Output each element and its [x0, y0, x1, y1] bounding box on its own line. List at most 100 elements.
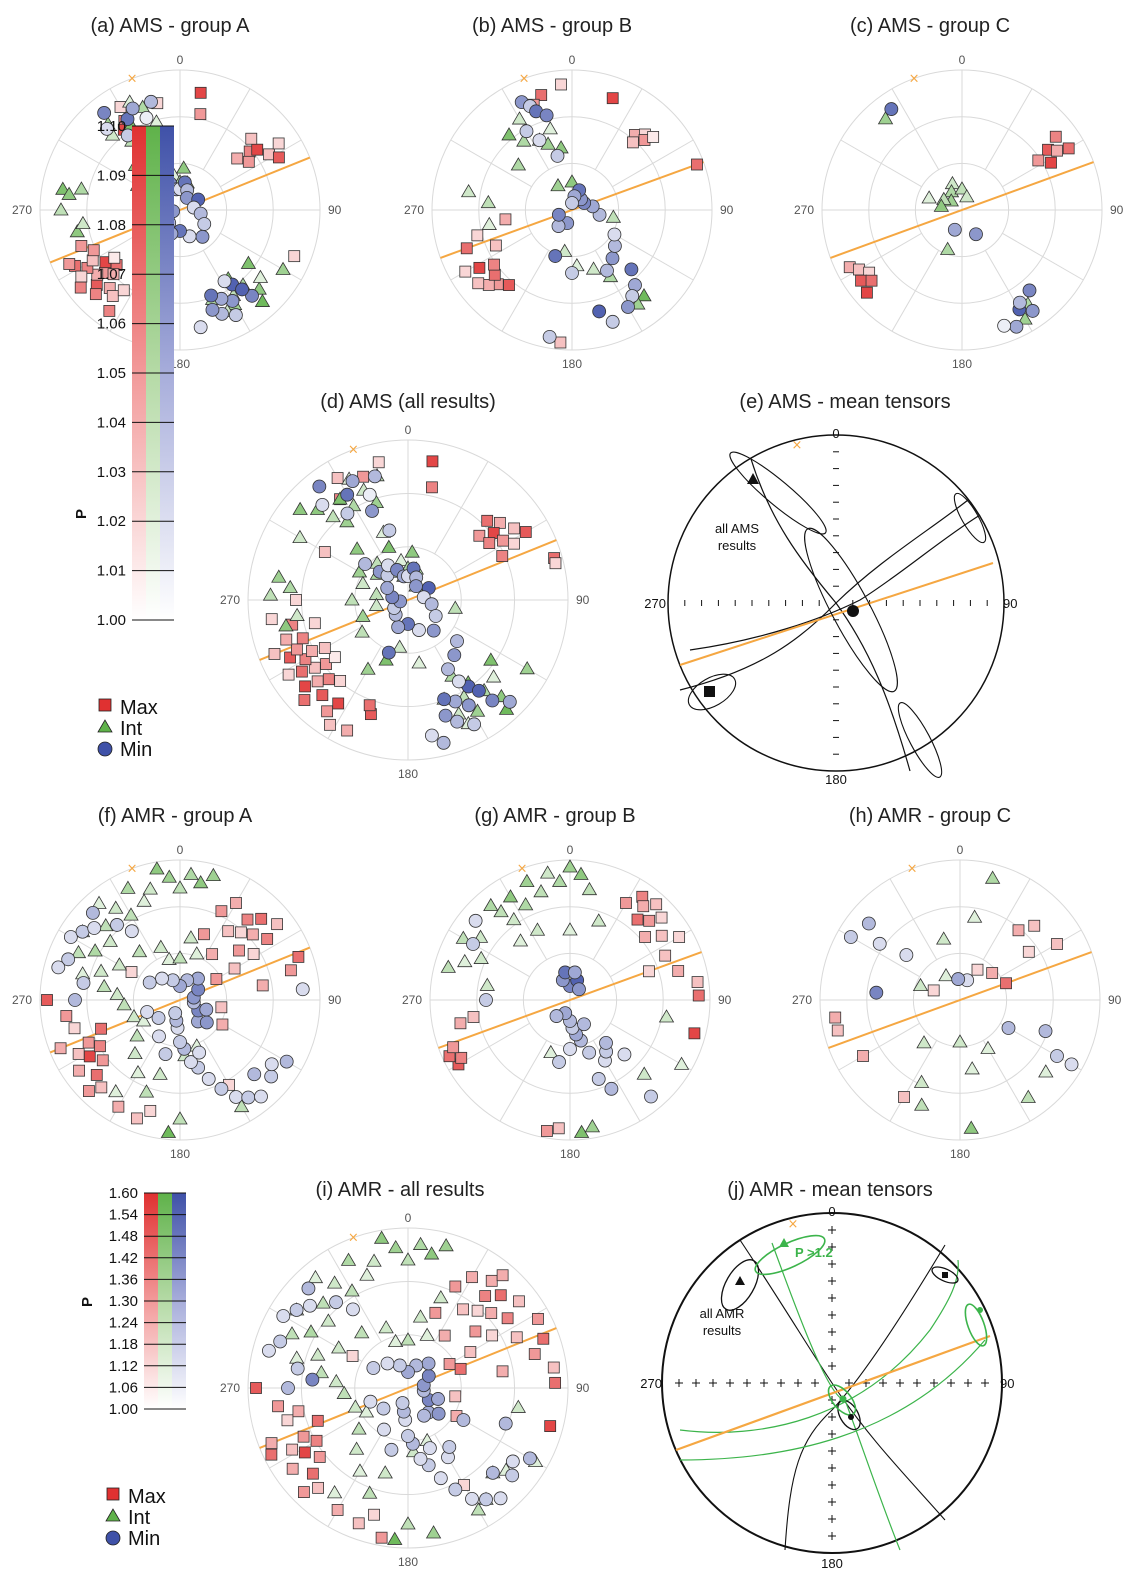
panel-h-int-point: [964, 1061, 980, 1075]
panel-h-reference-line: [828, 951, 1092, 1049]
panel-f-min-point: [76, 976, 91, 990]
panel-a-int-point: [275, 261, 291, 275]
panel-d-max-point: [372, 456, 385, 469]
panel-j-cross-marker: ×: [788, 1217, 799, 1232]
panel-i-max-point: [466, 1271, 478, 1284]
panel-i-min-point: [401, 1429, 415, 1443]
panel-b-min-point: [565, 266, 579, 280]
panel-g-max-point: [552, 1122, 565, 1135]
panel-i-int-point: [510, 1399, 526, 1413]
panel-i-min-point: [431, 1406, 446, 1421]
panel-b-int-point: [542, 121, 558, 135]
panel-f-int-point: [233, 1098, 250, 1113]
panel-b-min-point: [519, 124, 534, 139]
panel-j-tick-180: 180: [821, 1556, 843, 1571]
panel-i-int-point: [425, 1525, 442, 1539]
panel-a-min-point: [193, 320, 208, 335]
panel-i-max-point: [346, 1350, 359, 1362]
panel-d-int-point: [354, 624, 370, 638]
panel-g-int-point: [529, 922, 546, 936]
panel-i-min-point: [281, 1381, 295, 1395]
panel-i-max-point: [298, 1446, 311, 1459]
panel-g-max-point: [639, 931, 651, 943]
panel-c-max-point: [1045, 156, 1057, 169]
panel-i-max-point: [272, 1400, 284, 1413]
panel-d-max-point: [426, 455, 439, 468]
panel-f-max-point: [83, 1085, 95, 1097]
panel-i-int-point: [307, 1269, 324, 1284]
panel-b-max-point: [606, 92, 619, 105]
panel-b-max-point: [554, 336, 567, 349]
panel-f-max-point: [82, 1036, 95, 1049]
legend-ams-min-marker: [97, 741, 113, 757]
panel-b-min-point: [607, 227, 622, 242]
panel-g-int-point: [562, 859, 578, 873]
panel-c-grid-spoke-120: [1002, 232, 1084, 281]
panel-f-int-point: [183, 866, 199, 880]
panel-i-int-point: [326, 1485, 343, 1499]
panel-f-min-point: [155, 971, 169, 986]
panel-j-title: (j) AMR - mean tensors: [727, 1179, 933, 1201]
panel-i-tick-90: 90: [576, 1381, 590, 1395]
panel-d-min-point: [448, 694, 463, 709]
panel-f-min-point: [152, 1029, 166, 1044]
panel-i-cross-marker: ×: [348, 1231, 359, 1246]
panel-i-max-point: [292, 1405, 305, 1418]
panel-d-max-point: [299, 653, 312, 666]
panel-a-int-point: [53, 202, 69, 216]
panel-d-max-point: [331, 472, 344, 484]
panel-f-int-point: [160, 1124, 177, 1138]
legend-ams-min-label: Min: [120, 739, 152, 761]
panel-j-great-circle-green-2: [771, 1242, 901, 1551]
panel-f-max-point: [241, 913, 254, 926]
panel-h-int-point: [912, 977, 929, 992]
colorbar-ams-ticks: 1.10 1.09 1.08 1.07 1.06 1.05 1.04 1.03 1.02 1.01…: [97, 118, 174, 629]
panel-c-min-point: [884, 102, 899, 116]
panel-d-int-point: [360, 661, 376, 675]
panel-b-int-point: [516, 133, 532, 147]
panel-c-tick-90: 90: [1110, 203, 1124, 217]
panel-j-max-mean-marker: [942, 1272, 948, 1278]
panel-d-min-point: [426, 623, 441, 638]
panel-f-max-point: [60, 1010, 73, 1022]
panel-b-int-point: [511, 111, 528, 125]
mean-tensor-panel-e: 0 90 180 270 all AMS results ×: [644, 426, 1017, 787]
panel-i-int-point: [328, 1373, 344, 1388]
panel-d-min-point: [467, 717, 482, 732]
panel-i-max-point: [532, 1312, 544, 1325]
panel-i-max-point: [438, 1329, 451, 1342]
panel-f-int-point: [183, 930, 199, 944]
panel-a-min-point: [205, 302, 220, 317]
panel-g-max-point: [447, 1041, 460, 1054]
panel-f-min-point: [87, 921, 102, 935]
panel-i-min-point: [417, 1408, 431, 1423]
panel-f-int-point: [116, 997, 132, 1011]
panel-d-max-point: [311, 675, 324, 688]
panel-f-max-point: [222, 925, 235, 938]
panel-h-int-point: [935, 931, 952, 945]
panel-b-int-point: [510, 157, 527, 171]
panel-b-min-point: [551, 207, 566, 222]
panel-i-int-point: [423, 1246, 440, 1260]
panel-i-max-point: [496, 1365, 509, 1378]
panel-d-min-point: [441, 662, 455, 677]
panel-a-max-point: [91, 268, 104, 281]
panel-f-min-point: [168, 1006, 183, 1021]
panel-g-max-point: [650, 898, 663, 911]
panel-i-max-point: [486, 1329, 499, 1342]
panel-d-min-point: [358, 557, 373, 571]
panel-d-grid-spoke-30: [434, 461, 489, 555]
panel-a-grid-spoke-240: [58, 232, 140, 281]
panel-i-min-point: [413, 1452, 428, 1466]
panel-f-max-point: [230, 897, 242, 909]
panel-i-title: (i) AMR - all results: [316, 1179, 485, 1201]
panel-h-grid-spoke-330: [889, 878, 938, 960]
panel-f-max-point: [246, 928, 259, 941]
panel-i-min-point: [465, 1491, 479, 1506]
panel-g-int-point: [584, 1119, 601, 1133]
panel-a-min-point: [204, 288, 219, 303]
legend-amr-max-marker: [106, 1487, 120, 1501]
panel-f-int-point: [192, 875, 209, 889]
panel-c-int-point: [954, 181, 970, 195]
mean-tensor-panel-j: 0 90 180 270 P >1.2 all AMR results ×: [640, 1204, 1014, 1571]
